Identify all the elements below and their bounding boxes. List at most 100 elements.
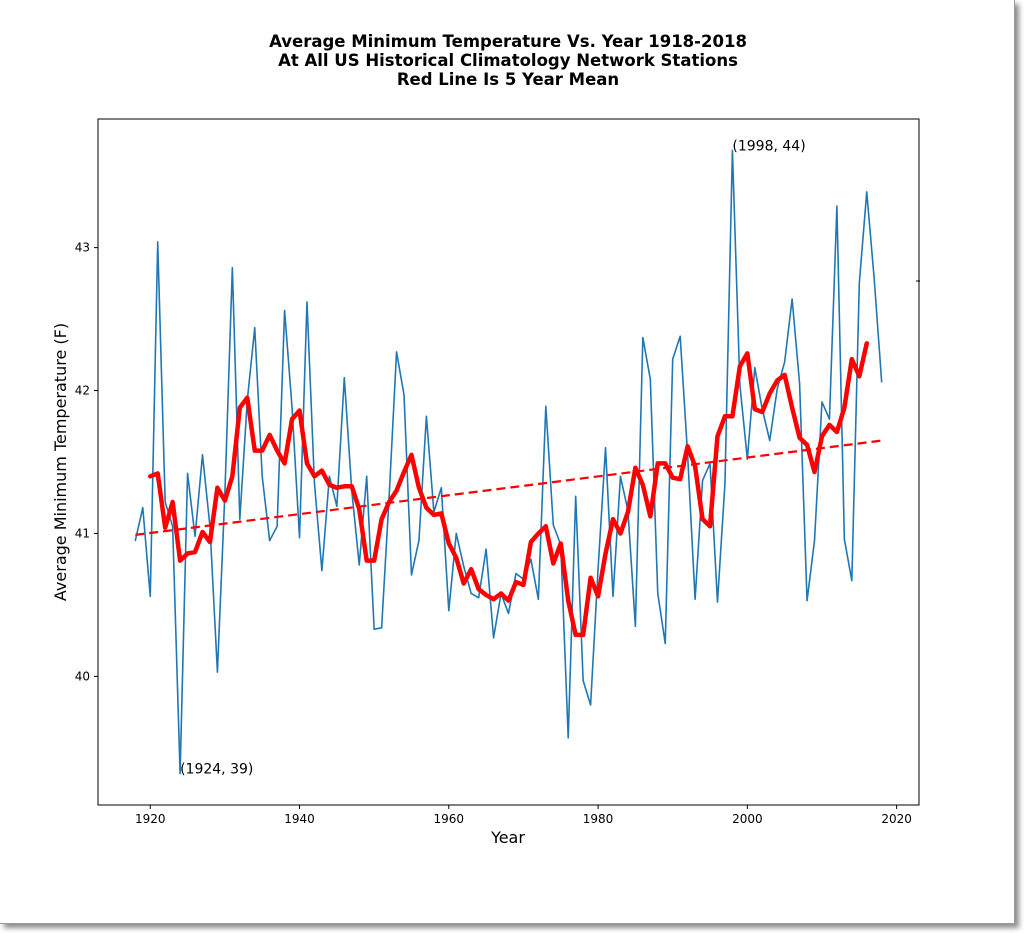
mean-point-1924 <box>179 559 182 562</box>
annual-point-1920 <box>149 595 151 597</box>
annual-point-1940 <box>298 537 301 539</box>
annual-point-1960 <box>448 610 450 612</box>
annual-point-1948 <box>358 564 360 566</box>
annual-point-1963 <box>470 592 472 595</box>
annual-point-1953 <box>395 351 398 353</box>
x-tick-label-1980: 1980 <box>583 812 614 826</box>
annual-point-1937 <box>276 525 278 527</box>
mean-point-1929 <box>216 486 219 489</box>
annual-point-1974 <box>552 524 554 526</box>
mean-point-1930 <box>223 499 226 502</box>
annual-point-2004 <box>776 388 778 390</box>
annual-point-1926 <box>194 535 196 537</box>
annual-point-2013 <box>843 538 845 540</box>
mean-point-1968 <box>507 599 510 602</box>
mean-point-1925 <box>186 552 189 555</box>
annual-point-1997 <box>724 482 726 485</box>
mean-point-1980 <box>597 595 600 598</box>
annual-point-1950 <box>373 628 375 630</box>
annual-point-1993 <box>694 598 696 600</box>
mean-point-1973 <box>544 525 547 528</box>
annual-point-1996 <box>716 601 719 603</box>
mean-point-1965 <box>485 593 488 596</box>
annual-point-1939 <box>291 407 293 409</box>
annual-point-1994 <box>701 479 704 482</box>
plot-area <box>97 118 920 806</box>
mean-point-1953 <box>395 489 398 492</box>
title-line-2: At All US Historical Climatology Network… <box>278 51 738 70</box>
annual-point-2008 <box>806 600 808 602</box>
title-line-1: Average Minimum Temperature Vs. Year 191… <box>269 32 747 51</box>
annual-point-1965 <box>485 548 487 550</box>
mean-point-2007 <box>798 436 801 439</box>
annual-point-1989 <box>664 642 666 645</box>
x-tick-label-1940: 1940 <box>284 812 315 826</box>
annual-point-1990 <box>672 358 674 360</box>
mean-point-1962 <box>462 582 465 585</box>
y-tick-label-40: 40 <box>75 669 90 683</box>
mean-point-1941 <box>305 462 308 465</box>
mean-point-1955 <box>410 453 413 456</box>
annual-point-1956 <box>418 540 420 542</box>
annual-point-1938 <box>283 309 286 312</box>
mean-point-1946 <box>343 485 346 488</box>
mean-point-1936 <box>268 433 271 436</box>
mean-point-1971 <box>529 541 532 544</box>
mean-point-2000 <box>746 352 749 355</box>
annual-point-1982 <box>612 595 614 597</box>
annual-point-1980 <box>597 568 599 570</box>
mean-point-1944 <box>328 483 331 486</box>
mean-point-1996 <box>716 435 719 438</box>
annotation-1: (1924, 39) <box>180 762 253 778</box>
mean-point-1920 <box>149 475 152 478</box>
mean-point-1961 <box>455 556 458 559</box>
mean-point-1932 <box>238 406 241 409</box>
mean-point-2016 <box>865 342 868 345</box>
annual-point-1943 <box>321 570 323 572</box>
mean-point-1999 <box>738 365 741 368</box>
annual-point-1985 <box>634 625 636 627</box>
mean-point-1938 <box>283 462 286 465</box>
annual-point-1932 <box>239 518 241 520</box>
mean-point-1948 <box>358 508 361 511</box>
annual-point-1919 <box>142 507 144 509</box>
annual-point-1979 <box>590 704 592 706</box>
annual-point-1987 <box>649 378 651 380</box>
five-year-mean-points <box>149 342 868 636</box>
annual-point-2010 <box>821 401 823 403</box>
annual-point-1935 <box>261 475 263 477</box>
mean-point-1970 <box>522 583 525 586</box>
mean-point-2013 <box>843 406 846 409</box>
annual-point-1945 <box>336 505 338 507</box>
mean-point-1954 <box>403 471 406 473</box>
mean-point-2004 <box>776 379 779 382</box>
mean-point-1990 <box>671 476 674 479</box>
mean-point-1935 <box>261 449 264 452</box>
mean-point-1958 <box>432 513 435 516</box>
y-tick-label-43: 43 <box>75 241 90 255</box>
annual-point-2012 <box>836 205 838 207</box>
annual-point-2006 <box>791 298 793 300</box>
annotation-0: (1998, 44) <box>732 138 805 154</box>
annual-point-1923 <box>172 525 174 527</box>
mean-point-1949 <box>365 559 368 562</box>
annual-point-2014 <box>851 580 853 582</box>
mean-point-1939 <box>291 418 294 421</box>
annual-point-1973 <box>545 405 547 407</box>
annual-point-1946 <box>343 377 345 379</box>
mean-point-2015 <box>858 375 861 378</box>
y-axis-label: Average Minimum Temperature (F) <box>51 323 70 601</box>
mean-point-1923 <box>171 501 174 504</box>
x-tick-label-1920: 1920 <box>135 812 166 826</box>
mean-point-1922 <box>164 526 167 529</box>
annual-point-1951 <box>381 627 383 629</box>
mean-point-1928 <box>208 541 211 544</box>
annual-point-1998 <box>731 149 734 152</box>
mean-point-1967 <box>500 592 503 595</box>
annual-point-1934 <box>254 327 256 329</box>
mean-point-1991 <box>679 478 682 481</box>
mean-point-1997 <box>723 415 726 418</box>
mean-point-1950 <box>373 559 376 562</box>
mean-point-2008 <box>806 443 809 446</box>
